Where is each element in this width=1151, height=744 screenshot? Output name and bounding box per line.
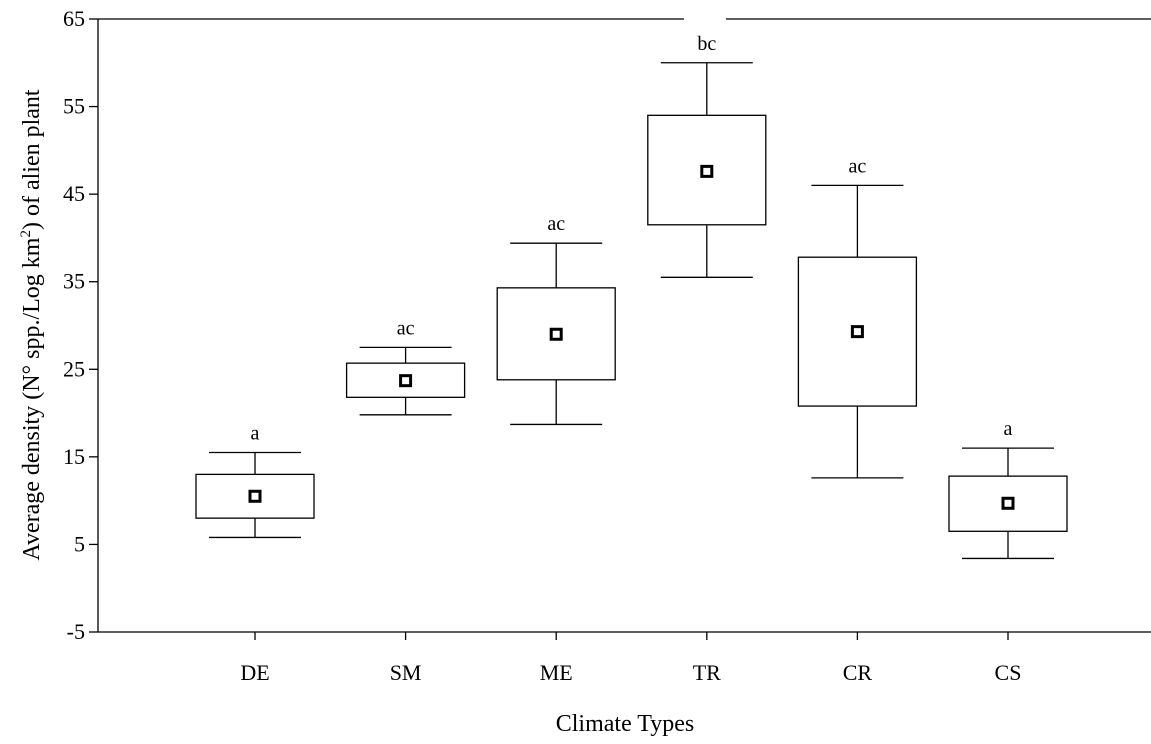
significance-label: bc bbox=[697, 33, 716, 55]
y-axis-title-main: Average density (N° spp./Log km bbox=[19, 237, 45, 560]
box-series: a ac ac bc ac a bbox=[195, 33, 1068, 560]
box-sm: ac bbox=[345, 317, 466, 416]
mean-marker bbox=[248, 489, 262, 503]
y-axis-title: Average density (N° spp./Log km2) of ali… bbox=[18, 89, 45, 561]
mean-marker bbox=[399, 374, 413, 388]
y-tick-label: 25 bbox=[63, 356, 85, 381]
x-tick-label: ME bbox=[540, 660, 573, 685]
significance-label: ac bbox=[397, 317, 415, 339]
box-cr: ac bbox=[797, 155, 918, 479]
y-axis-title-superscript: 2 bbox=[18, 230, 34, 238]
y-axis: -5 5 15 25 35 45 55 65 bbox=[63, 6, 98, 644]
mean-marker bbox=[549, 327, 563, 341]
y-axis-title-rest: ) of alien plant bbox=[19, 89, 45, 230]
y-tick-label: 55 bbox=[63, 94, 85, 119]
y-tick-label: 15 bbox=[63, 444, 85, 469]
box-de: a bbox=[195, 422, 315, 539]
x-tick-label: SM bbox=[390, 660, 422, 685]
significance-label: a bbox=[251, 422, 260, 444]
box-me: ac bbox=[496, 213, 616, 426]
x-tick-label: CS bbox=[995, 660, 1022, 685]
mean-marker bbox=[700, 164, 714, 178]
box-tr: bc bbox=[647, 33, 767, 278]
significance-label: ac bbox=[849, 155, 867, 177]
x-tick-label: TR bbox=[693, 660, 721, 685]
y-tick-label: 5 bbox=[74, 531, 85, 556]
significance-label: ac bbox=[547, 213, 565, 235]
x-axis-title: Climate Types bbox=[556, 711, 695, 737]
y-tick-label: 65 bbox=[63, 6, 85, 31]
y-tick-label: 45 bbox=[63, 181, 85, 206]
y-tick-label: -5 bbox=[67, 619, 85, 644]
significance-label: a bbox=[1004, 418, 1013, 440]
box-body bbox=[345, 362, 466, 398]
mean-marker bbox=[1001, 496, 1015, 510]
mean-marker bbox=[850, 325, 864, 339]
x-axis: DE SM ME TR CR CS bbox=[240, 632, 1021, 685]
y-tick-label: 35 bbox=[63, 269, 85, 294]
x-tick-label: DE bbox=[240, 660, 269, 685]
x-tick-label: CR bbox=[843, 660, 873, 685]
plot-frame bbox=[97, 18, 1151, 633]
box-cs: a bbox=[948, 418, 1068, 560]
